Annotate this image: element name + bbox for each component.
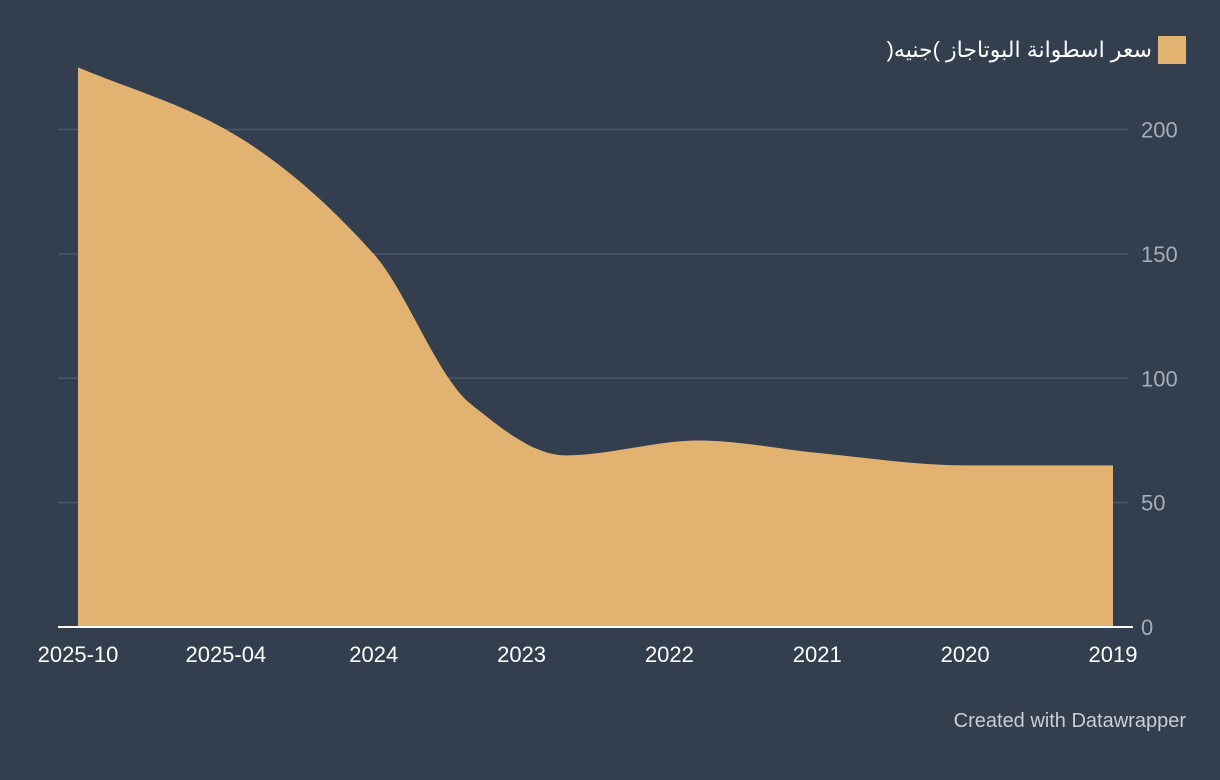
x-tick-label-2025-10: 2025-10 bbox=[38, 642, 119, 667]
legend-swatch bbox=[1158, 36, 1186, 64]
x-tick-label-2024: 2024 bbox=[349, 642, 398, 667]
y-tick-label-50: 50 bbox=[1141, 491, 1165, 516]
x-tick-label-2022: 2022 bbox=[645, 642, 694, 667]
x-tick-label-2025-04: 2025-04 bbox=[185, 642, 266, 667]
x-tick-label-2019: 2019 bbox=[1089, 642, 1138, 667]
y-tick-label-100: 100 bbox=[1141, 366, 1178, 391]
x-tick-label-2023: 2023 bbox=[497, 642, 546, 667]
y-tick-label-150: 150 bbox=[1141, 242, 1178, 267]
x-axis-tick-labels: 2025-10 2025-04 2024 2023 2022 2021 2020 2019 bbox=[38, 642, 1138, 667]
credit-text: Created with Datawrapper bbox=[953, 710, 1186, 732]
y-tick-label-200: 200 bbox=[1141, 118, 1178, 143]
x-tick-label-2021: 2021 bbox=[793, 642, 842, 667]
legend-label: سعر اسطوانة البوتاجاز )جنيه( bbox=[886, 37, 1152, 62]
area-fill bbox=[78, 67, 1113, 627]
x-tick-label-2020: 2020 bbox=[941, 642, 990, 667]
y-tick-label-0: 0 bbox=[1141, 615, 1153, 640]
area-series bbox=[78, 67, 1113, 627]
y-axis-tick-labels: 0 50 100 150 200 bbox=[1141, 118, 1178, 641]
legend: سعر اسطوانة البوتاجاز )جنيه( bbox=[887, 36, 1186, 64]
